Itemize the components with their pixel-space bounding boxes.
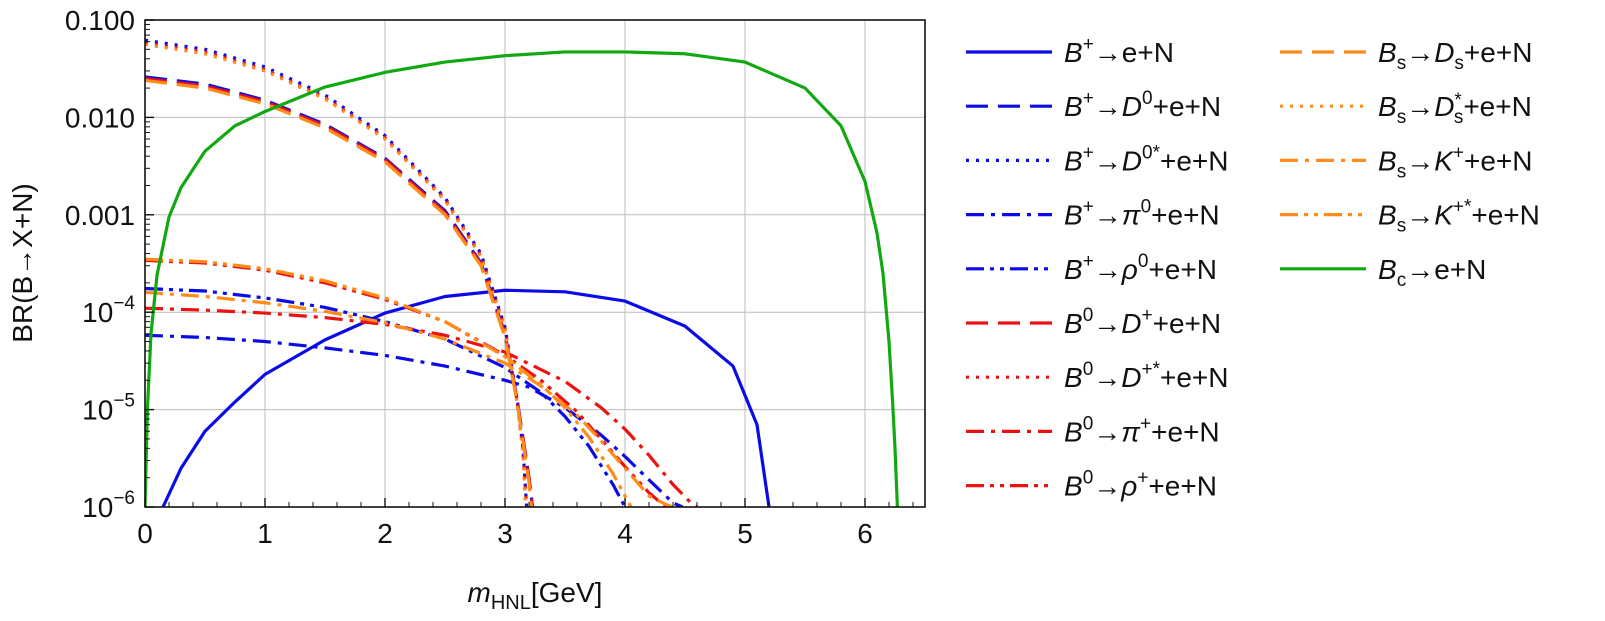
legend-item-7: B0→π++e+N (966, 413, 1220, 447)
y-tick-label: 0.010 (65, 102, 135, 133)
legend-item-2: B+→D0*+e+N (966, 142, 1229, 176)
series-line-9 (145, 78, 533, 507)
series-line-3 (145, 333, 684, 507)
legend-item-0: B+→e+N (966, 34, 1174, 68)
series-layer (145, 38, 899, 507)
series-line-0 (161, 288, 771, 507)
x-axis-label: mHNL[GeV] (468, 577, 603, 614)
series-line-4 (145, 286, 627, 507)
legend-item-12: Bs→K+*+e+N (1280, 197, 1540, 237)
x-tick-label: 3 (497, 518, 513, 549)
x-tick-label: 2 (377, 518, 393, 549)
legend-item-10: Bs→D* s+e+N (1280, 90, 1532, 128)
legend-item-8: B0→ρ++e+N (966, 468, 1217, 502)
y-tick-label: 10−4 (82, 293, 135, 328)
x-tick-label: 5 (737, 518, 753, 549)
legend-label: B0→D+*+e+N (1064, 359, 1229, 393)
legend-label: B+→ρ0+e+N (1064, 251, 1217, 285)
y-tick-label: 10−6 (82, 488, 135, 523)
legend-label: B0→π++e+N (1064, 413, 1220, 447)
x-tick-label: 1 (257, 518, 273, 549)
plot-frame (144, 19, 926, 508)
x-tick-label: 6 (857, 518, 873, 549)
y-axis-label: BR(B→X+N) (7, 183, 38, 342)
legend-item-5: B0→D++e+N (966, 305, 1221, 339)
legend-item-3: B+→π0+e+N (966, 197, 1220, 231)
legend-item-11: Bs→K++e+N (1280, 142, 1532, 182)
series-line-7 (145, 306, 698, 507)
plot-background (145, 20, 925, 507)
series-line-8 (145, 258, 668, 507)
y-axis-ticks: 0.100 0.010 0.001 10−4 10−5 10−6 (65, 5, 154, 523)
legend-label: Bs→K+*+e+N (1378, 197, 1540, 237)
x-tick-label: 4 (617, 518, 633, 549)
grid (145, 20, 925, 507)
series-line-10 (145, 42, 527, 507)
legend-item-1: B+→D0+e+N (966, 88, 1221, 122)
legend-label: Bc→e+N (1378, 254, 1486, 291)
legend-label: B+→D0+e+N (1064, 88, 1221, 122)
x-axis-ticks: 0 1 2 3 4 5 6 (137, 498, 914, 549)
legend-label: B0→D++e+N (1064, 305, 1221, 339)
legend-label: Bs→D* s+e+N (1378, 90, 1532, 128)
legend-label: B+→D0*+e+N (1064, 142, 1229, 176)
series-line-13 (145, 50, 899, 507)
legend-item-6: B0→D+*+e+N (966, 359, 1229, 393)
legend-label: Bs→K++e+N (1378, 142, 1532, 182)
legend-label: B+→e+N (1064, 34, 1174, 68)
y-tick-label: 0.100 (65, 5, 135, 36)
legend-item-4: B+→ρ0+e+N (966, 251, 1217, 285)
y-tick-label: 0.001 (65, 200, 135, 231)
x-tick-label: 0 (137, 518, 153, 549)
legend-item-9: Bs→Ds+e+N (1280, 37, 1532, 74)
series-line-12 (145, 257, 633, 507)
y-tick-label: 10−5 (82, 391, 135, 426)
legend: B+→e+N B+→D0+e+N B+→D0*+e+N B+→π0+e+N B+→ρ0+… (966, 34, 1540, 502)
legend-item-13: Bc→e+N (1280, 254, 1486, 291)
legend-label: Bs→Ds+e+N (1378, 37, 1532, 74)
legend-label: B0→ρ++e+N (1064, 468, 1217, 502)
legend-label: B+→π0+e+N (1064, 197, 1220, 231)
